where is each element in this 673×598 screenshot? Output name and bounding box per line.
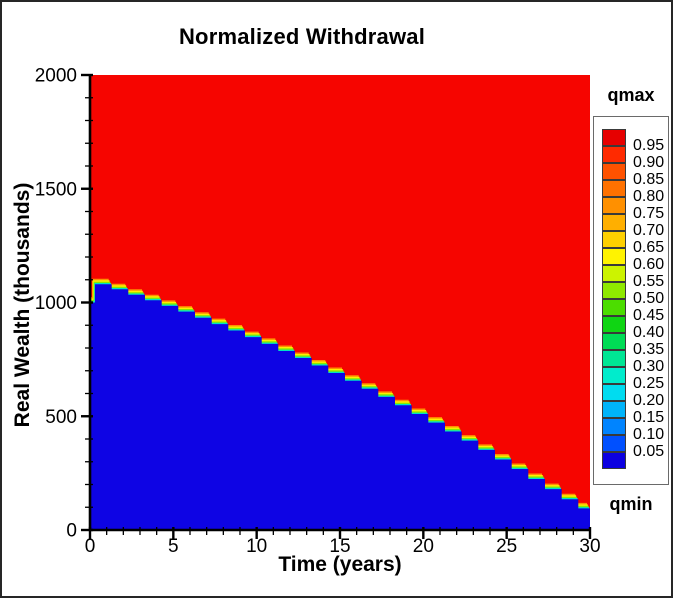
legend-color-swatch (602, 299, 626, 316)
legend-color-swatch (602, 452, 626, 469)
legend-color-swatch (602, 197, 626, 214)
legend-level-label: 0.80 (633, 188, 665, 205)
qmin-region (90, 284, 590, 530)
legend-level-label: 0.20 (633, 392, 665, 409)
y-tick-label: 2000 (35, 66, 77, 87)
x-tick-label: 0 (85, 536, 96, 557)
legend-color-swatch (602, 384, 626, 401)
legend-level-label: 0.25 (633, 375, 665, 392)
legend-color-swatch (602, 401, 626, 418)
legend-level-label: 0.40 (633, 324, 665, 341)
x-tick-label: 20 (413, 536, 434, 557)
legend-color-swatch (602, 129, 626, 146)
y-tick-label: 1500 (35, 179, 77, 200)
legend-color-swatch (602, 180, 626, 197)
x-tick-label: 25 (496, 536, 517, 557)
x-tick-label: 5 (168, 536, 179, 557)
legend-level-label: 0.05 (633, 443, 665, 460)
legend-level-label: 0.10 (633, 426, 665, 443)
x-tick-label: 15 (329, 536, 350, 557)
chart-title: Normalized Withdrawal (178, 24, 426, 49)
legend-level-label: 0.55 (633, 273, 665, 290)
colorbar-legend: 0.95 0.90 0.85 0.80 0.75 0.70 0.65 0.60 0.55 0.50… (593, 116, 669, 485)
x-tick-label: 30 (579, 536, 600, 557)
legend-level-label: 0.90 (633, 154, 665, 171)
legend-color-swatch (602, 163, 626, 180)
legend-color-swatch (602, 350, 626, 367)
y-tick-label: 1000 (35, 293, 77, 314)
legend-color-swatch (602, 435, 626, 452)
legend-qmin-label: qmin (609, 494, 653, 514)
legend-level-label: 0.15 (633, 409, 665, 426)
legend-level-label: 0.75 (633, 205, 665, 222)
legend-color-swatch (602, 248, 626, 265)
legend-color-swatch (602, 214, 626, 231)
legend-level-label: 0.85 (633, 171, 665, 188)
y-tick-label: 0 (66, 521, 77, 542)
legend-color-swatch (602, 367, 626, 384)
legend-level-label: 0.95 (633, 137, 665, 154)
x-axis-title: Time (years) (278, 553, 402, 576)
legend-level-label: 0.45 (633, 307, 665, 324)
legend-color-swatch (602, 316, 626, 333)
legend-level-label: 0.30 (633, 358, 665, 375)
legend-level-label: 0.50 (633, 290, 665, 307)
legend-qmax-label: qmax (607, 85, 655, 105)
legend-level-label: 0.60 (633, 256, 665, 273)
legend-level-label: 0.70 (633, 222, 665, 239)
y-axis-title: Real Wealth (thousands) (11, 182, 34, 428)
legend-color-swatch (602, 146, 626, 163)
legend-level-label: 0.65 (633, 239, 665, 256)
legend-color-swatch (602, 231, 626, 248)
legend-color-swatch (602, 265, 626, 282)
y-tick-label: 500 (45, 407, 77, 428)
legend-color-swatch (602, 282, 626, 299)
legend-color-swatch (602, 333, 626, 350)
legend-level-label: 0.35 (633, 341, 665, 358)
legend-color-swatch (602, 418, 626, 435)
x-tick-label: 10 (246, 536, 267, 557)
